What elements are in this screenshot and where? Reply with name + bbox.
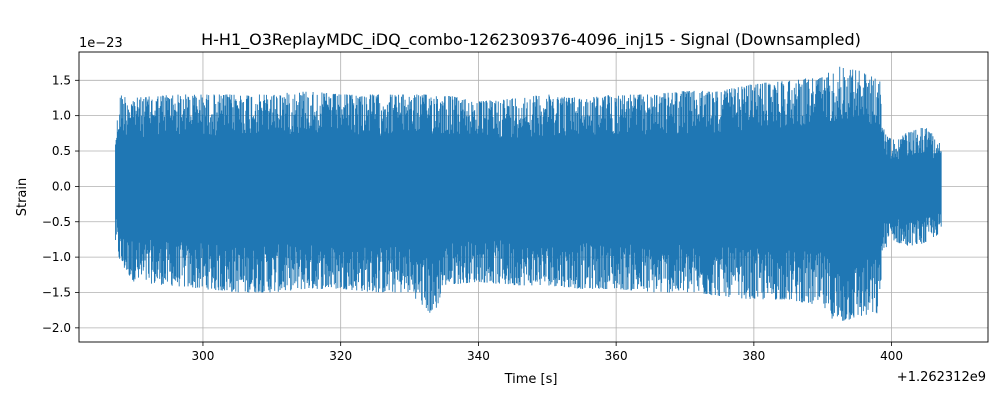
y-scale-label: 1e−23 [79, 36, 123, 51]
x-tick-label: 340 [467, 349, 490, 363]
y-tick-label: −0.5 [42, 215, 71, 229]
plot-frame [78, 51, 989, 343]
x-tick-label: 360 [605, 349, 628, 363]
signal-series [115, 66, 942, 321]
chart-title: H-H1_O3ReplayMDC_iDQ_combo-1262309376-40… [201, 30, 861, 50]
x-tick-label: 380 [742, 349, 765, 363]
y-axis-ticks: 1.5 1.0 0.5 0.0 −0.5 −1.0 −1.5 −2.0 [42, 73, 79, 335]
signal-trace [115, 66, 942, 321]
x-tick-label: 300 [192, 349, 215, 363]
y-tick-label: 0.0 [52, 179, 71, 193]
x-axis-ticks: 300 320 340 360 380 400 [192, 342, 903, 363]
y-tick-label: −1.5 [42, 285, 71, 299]
y-tick-label: 1.0 [52, 109, 71, 123]
x-axis-label: Time [s] [504, 372, 558, 387]
y-tick-label: −1.0 [42, 250, 71, 264]
x-offset-label: +1.262312e9 [897, 370, 986, 385]
y-axis-label: Strain [15, 178, 30, 217]
x-tick-label: 400 [880, 349, 903, 363]
x-tick-label: 320 [329, 349, 352, 363]
y-tick-label: 1.5 [52, 73, 71, 87]
y-tick-label: −2.0 [42, 321, 71, 335]
y-tick-label: 0.5 [52, 144, 71, 158]
